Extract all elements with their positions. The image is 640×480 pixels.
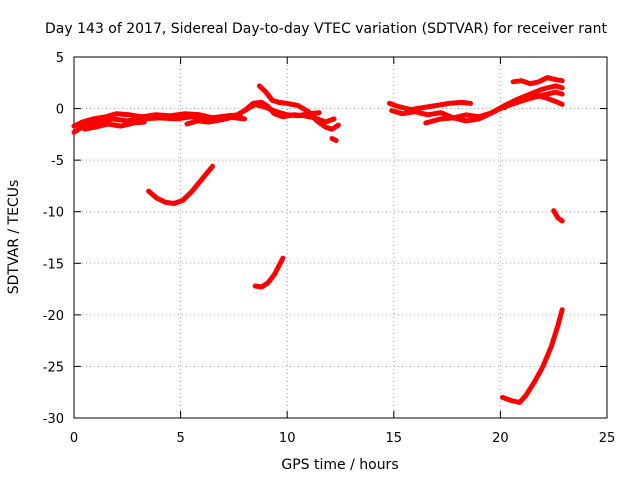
series-line-arc-14 xyxy=(502,92,565,110)
series-line-arc-2 xyxy=(71,111,243,129)
y-tick-label: -30 xyxy=(43,412,64,427)
y-tick-label: -20 xyxy=(43,309,64,324)
x-tick-label: 10 xyxy=(279,431,296,446)
grid-lines xyxy=(74,57,607,418)
y-tick-label: -10 xyxy=(43,206,64,221)
series-line-arc-7 xyxy=(329,136,339,143)
y-tick-label: -15 xyxy=(43,257,64,272)
series-line-arc-6 xyxy=(242,101,322,119)
series-line-arc-15 xyxy=(551,208,565,224)
x-tick-label: 5 xyxy=(176,431,184,446)
x-axis-label: GPS time / hours xyxy=(281,457,398,473)
y-axis-label: SDTVAR / TECUs xyxy=(6,180,22,295)
x-axis-ticks: 0 5 10 15 20 25 xyxy=(70,57,615,446)
chart-title: Day 143 of 2017, Sidereal Day-to-day VTE… xyxy=(45,21,607,37)
series-line-arc-12 xyxy=(423,83,565,126)
y-tick-label: 0 xyxy=(56,103,64,118)
x-tick-label: 0 xyxy=(70,431,78,446)
series-line-arc-8 xyxy=(146,163,216,206)
y-axis-ticks: -30 -25 -20 -15 -10 -5 0 5 xyxy=(43,51,607,427)
plot-area-frame xyxy=(73,56,608,419)
series-line-arc-9 xyxy=(252,255,286,290)
series-line-arc-5 xyxy=(257,83,341,132)
y-tick-label: 5 xyxy=(56,51,64,66)
series-line-arc-10 xyxy=(387,99,474,113)
data-series xyxy=(71,75,565,405)
series-line-arc-13 xyxy=(510,75,565,87)
x-tick-label: 15 xyxy=(386,431,403,446)
series-line-arc-3 xyxy=(82,119,147,132)
y-tick-label: -5 xyxy=(51,154,64,169)
x-tick-label: 25 xyxy=(599,431,616,446)
x-tick-label: 20 xyxy=(492,431,509,446)
series-line-arc-16 xyxy=(500,307,565,405)
y-tick-label: -25 xyxy=(43,360,64,375)
series-line-arc-4 xyxy=(184,99,337,127)
